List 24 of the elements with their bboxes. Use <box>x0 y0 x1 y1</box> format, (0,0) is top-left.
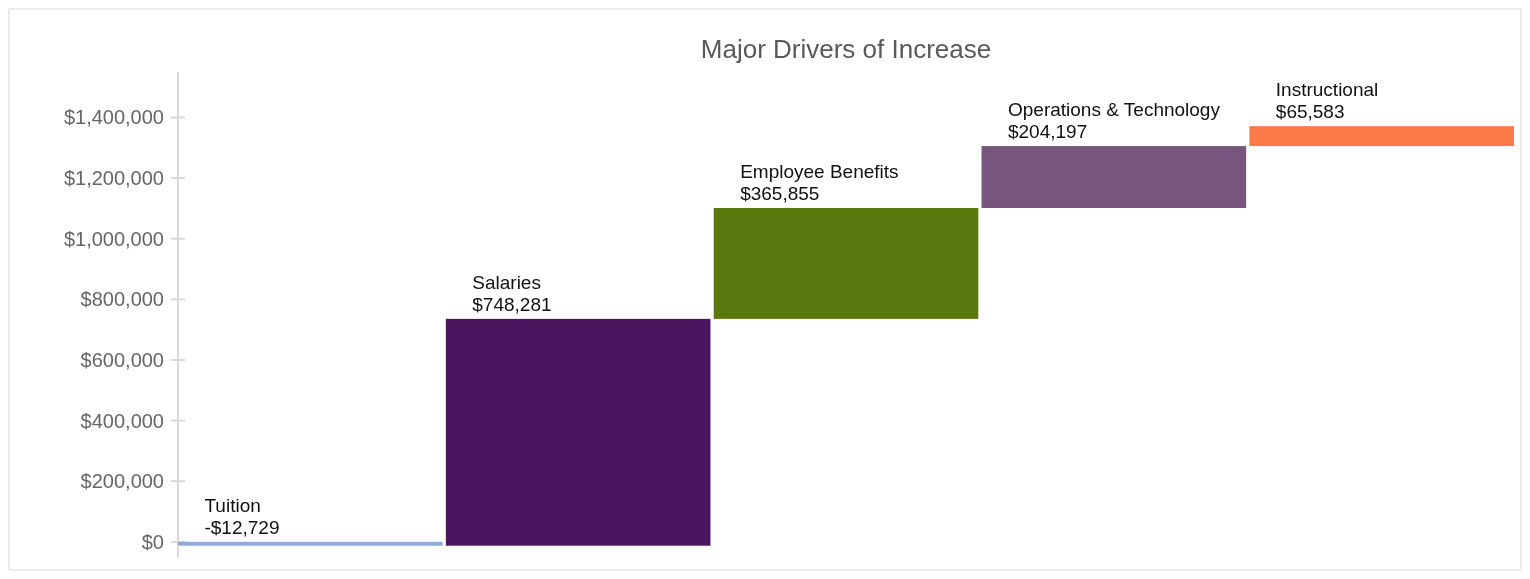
y-tick-label: $200,000 <box>80 470 164 493</box>
bar <box>178 541 443 546</box>
chart-title: Major Drivers of Increase <box>700 34 992 64</box>
x-tick-label: Tuition <box>204 494 261 516</box>
data-label: $204,197 <box>1007 121 1088 143</box>
x-tick-label: Instructional <box>1275 79 1379 101</box>
bar <box>981 146 1247 208</box>
x-tick-label: Operations & Technology <box>1007 99 1221 121</box>
x-tick-label: Salaries <box>472 271 541 293</box>
y-tick-label: $800,000 <box>80 288 164 311</box>
x-tick-label: Employee Benefits <box>740 160 899 182</box>
data-label: $65,583 <box>1275 101 1345 123</box>
bar <box>1249 126 1514 147</box>
data-label: $748,281 <box>472 293 552 315</box>
y-tick-label: $1,000,000 <box>63 227 164 250</box>
y-tick-label: $0 <box>141 530 164 553</box>
y-tick-label: $400,000 <box>80 409 164 432</box>
y-tick-label: $1,400,000 <box>63 106 164 129</box>
y-tick-label: $1,200,000 <box>63 167 164 190</box>
data-label: $365,855 <box>740 182 820 204</box>
data-label: -$12,729 <box>204 516 280 538</box>
bar <box>713 207 979 319</box>
bar <box>445 318 711 546</box>
y-tick-label: $600,000 <box>80 348 164 371</box>
